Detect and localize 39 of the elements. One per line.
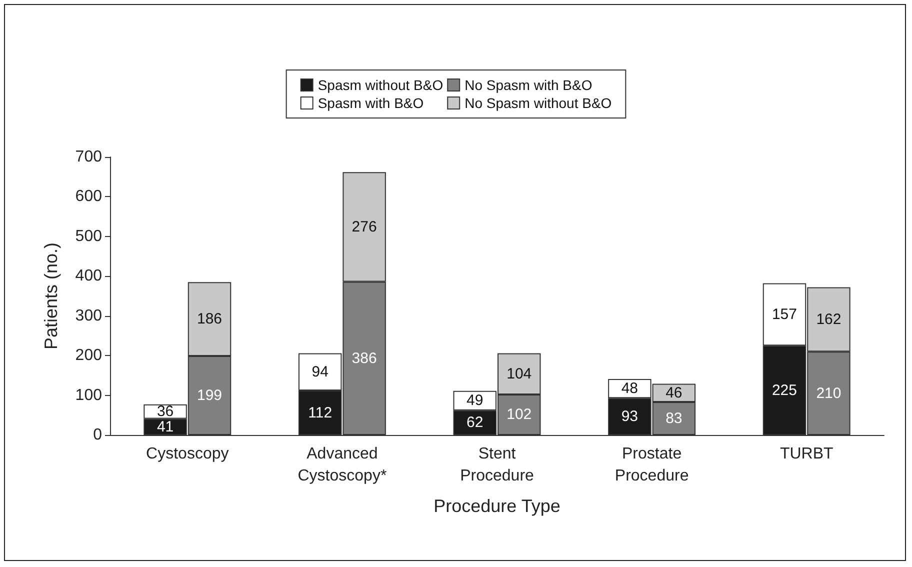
- data-label: 46: [666, 384, 682, 402]
- data-label: 94: [312, 363, 328, 380]
- y-tick-label: 300: [75, 307, 102, 324]
- y-axis-title: Patients (no.): [41, 242, 61, 350]
- data-label: 36: [156, 403, 174, 420]
- legend-label: No Spasm without B&O: [464, 95, 612, 111]
- y-tick-label: 400: [75, 268, 102, 285]
- x-tick-label: TURBT: [780, 446, 834, 462]
- data-label: 41: [156, 418, 174, 436]
- x-tick-label: Cystoscopy: [146, 446, 229, 462]
- legend-label: No Spasm with B&O: [464, 77, 592, 93]
- data-label: 48: [621, 380, 638, 398]
- legend-label: Spasm with B&O: [318, 95, 424, 111]
- x-axis-title: Procedure Type: [434, 496, 560, 516]
- y-tick-label: 600: [75, 188, 102, 206]
- data-label: 102: [506, 406, 532, 424]
- data-label: 157: [772, 306, 797, 323]
- data-label: 162: [816, 310, 842, 328]
- data-label: 83: [666, 410, 682, 428]
- data-label: 62: [466, 414, 484, 432]
- data-label: 93: [621, 408, 638, 426]
- x-tick-label: Prostate Procedure: [614, 446, 689, 484]
- data-label: 199: [197, 386, 222, 404]
- y-tick-label: 200: [75, 347, 102, 364]
- data-label: 49: [466, 392, 484, 410]
- data-label: 225: [772, 382, 797, 399]
- data-label: 276: [352, 218, 377, 236]
- y-tick-label: 700: [75, 148, 102, 166]
- data-label: 386: [352, 350, 377, 367]
- x-tick-label: Stent Procedure: [460, 446, 534, 484]
- data-label: 112: [308, 404, 332, 422]
- data-label: 104: [506, 365, 532, 382]
- data-label: 186: [197, 310, 222, 328]
- y-tick-label: 0: [93, 426, 102, 444]
- y-tick-label: 500: [75, 228, 102, 245]
- data-label: 210: [816, 384, 842, 402]
- legend-label: Spasm without B&O: [318, 77, 444, 93]
- y-tick-label: 100: [75, 386, 102, 404]
- x-tick-label: Advanced Cystoscopy*: [298, 446, 387, 484]
